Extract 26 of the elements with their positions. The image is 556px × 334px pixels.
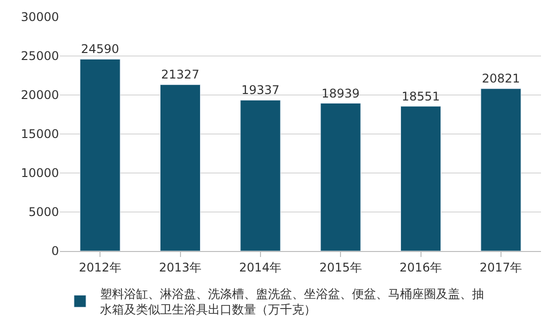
x-tick-label: 2012年 bbox=[78, 260, 122, 274]
x-tick-label: 2013年 bbox=[158, 260, 202, 274]
y-tick-label: 20000 bbox=[20, 88, 59, 102]
y-tick-label: 30000 bbox=[20, 10, 59, 24]
bar bbox=[80, 58, 120, 251]
y-tick-label: 25000 bbox=[20, 49, 59, 64]
data-label: 21327 bbox=[161, 68, 200, 82]
y-tick-label: 10000 bbox=[20, 166, 59, 180]
data-label: 19337 bbox=[241, 83, 280, 98]
bar bbox=[160, 84, 201, 251]
bar bbox=[240, 100, 281, 251]
y-tick-label: 15000 bbox=[20, 127, 59, 142]
y-tick-label: 5000 bbox=[28, 205, 59, 220]
x-tick-label: 2014年 bbox=[239, 260, 282, 274]
x-tick-label: 2017年 bbox=[480, 260, 522, 274]
y-tick-label: 0 bbox=[51, 244, 59, 258]
data-label: 18939 bbox=[321, 86, 360, 100]
bar bbox=[480, 88, 522, 251]
x-tick-label: 2016年 bbox=[399, 260, 442, 274]
bar bbox=[320, 103, 361, 251]
bar bbox=[400, 106, 442, 251]
x-tick-label: 2015年 bbox=[319, 260, 362, 274]
data-label: 18551 bbox=[402, 89, 440, 104]
data-label: 24590 bbox=[80, 42, 120, 56]
data-label: 20821 bbox=[482, 72, 520, 86]
legend-label: 塑料浴缸、淋浴盘、洗涤槽、盥洗盆、坐浴盆、便盆、马桶座圈及盖、抽水箱及类似卫生浴具出口数量（万千克） bbox=[100, 287, 484, 317]
